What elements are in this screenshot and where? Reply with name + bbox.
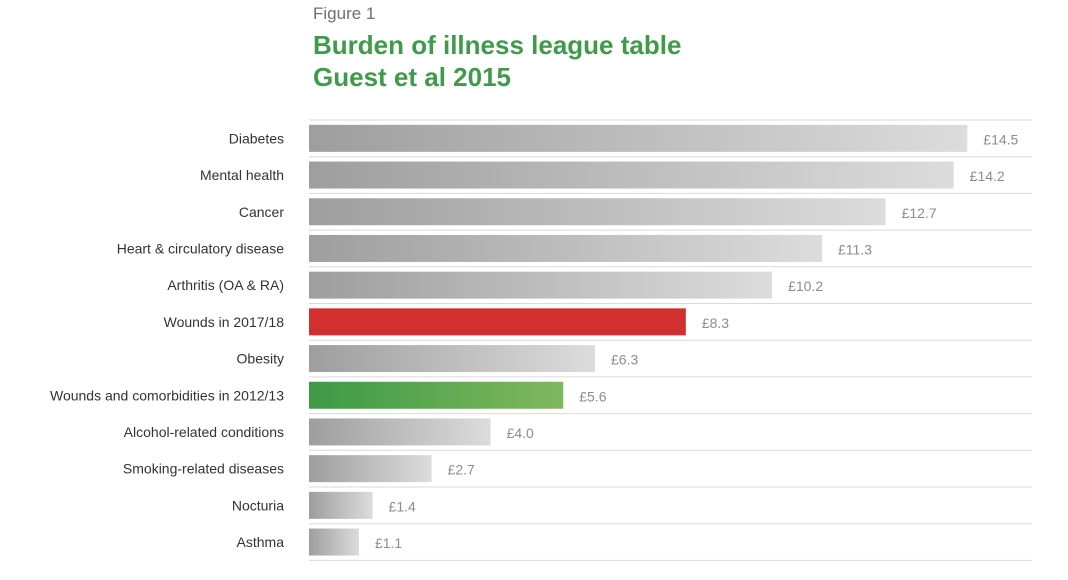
category-label: Alcohol-related conditions <box>124 424 284 440</box>
category-label: Mental health <box>200 167 284 183</box>
value-label: £11.3 <box>838 241 872 257</box>
value-labels: £14.5 £14.2 £12.7 £11.3 £10.2 £8.3 £6.3 £5.6 £4.… <box>375 131 1019 551</box>
grid-lines <box>309 119 1032 561</box>
chart-title-line2: Guest et al 2015 <box>313 62 511 92</box>
value-label: £6.3 <box>611 352 638 368</box>
value-label: £1.1 <box>375 535 402 551</box>
value-label: £1.4 <box>389 498 416 514</box>
category-label: Wounds in 2017/18 <box>164 314 285 330</box>
category-label: Nocturia <box>232 497 284 513</box>
bar-3 <box>309 234 823 262</box>
bar-0 <box>309 124 968 152</box>
category-label: Cancer <box>239 204 284 220</box>
figure-label: Figure 1 <box>313 4 376 23</box>
category-label: Asthma <box>237 534 285 550</box>
category-label: Wounds and comorbidities in 2012/13 <box>50 387 284 403</box>
value-label: £5.6 <box>579 388 606 404</box>
bar-2 <box>309 198 886 226</box>
category-label: Arthritis (OA & RA) <box>167 277 284 293</box>
category-label: Smoking-related diseases <box>123 461 284 477</box>
value-label: £2.7 <box>448 462 475 478</box>
value-label: £14.5 <box>983 131 1018 147</box>
category-label: Diabetes <box>229 130 284 146</box>
value-label: £10.2 <box>788 278 823 294</box>
bar-6 <box>309 345 596 373</box>
value-label: £14.2 <box>970 168 1005 184</box>
bar-9 <box>309 455 432 483</box>
bar-1 <box>309 161 954 189</box>
bar-11 <box>309 528 359 556</box>
category-labels: Diabetes Mental health Cancer Heart & circu… <box>50 130 284 550</box>
bar-5 <box>309 308 686 336</box>
value-label: £8.3 <box>702 315 729 331</box>
value-label: £12.7 <box>902 205 937 221</box>
category-label: Heart & circulatory disease <box>117 240 285 256</box>
bars <box>309 124 968 556</box>
bar-7 <box>309 381 564 409</box>
bar-4 <box>309 271 773 299</box>
chart-title-line1: Burden of illness league table <box>313 30 682 60</box>
bar-8 <box>309 418 491 446</box>
category-label: Obesity <box>237 351 284 367</box>
bar-10 <box>309 491 373 519</box>
value-label: £4.0 <box>507 425 534 441</box>
